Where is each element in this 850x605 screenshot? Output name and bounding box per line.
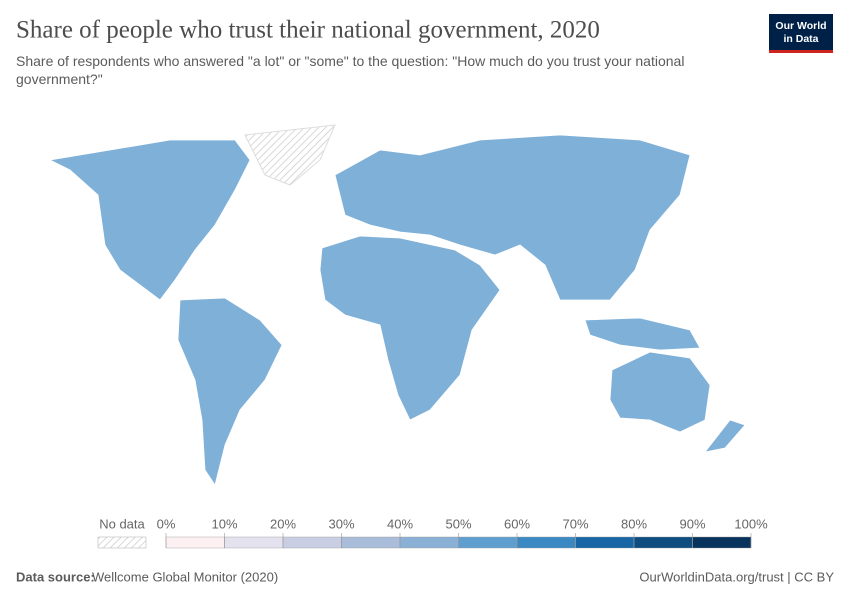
legend-label: 10% — [211, 516, 237, 531]
logo-text: Our World — [775, 20, 826, 32]
legend-bin — [692, 536, 752, 549]
no-data-label: No data — [99, 516, 145, 531]
legend-label: 100% — [734, 516, 768, 531]
no-data-swatch — [97, 536, 147, 549]
australia — [609, 351, 711, 433]
legend-label: 50% — [445, 516, 471, 531]
legend-bin — [282, 536, 342, 549]
greenland — [244, 124, 336, 186]
legend: No data 0% 10% 20% 30% 40% 50% 60% 70% 80% 90% 100… — [97, 516, 768, 549]
legend-bin — [516, 536, 576, 549]
source-label: Data source: — [16, 569, 95, 584]
logo-text: in Data — [783, 33, 818, 45]
title: Share of people who trust their national… — [16, 17, 600, 44]
indonesia — [584, 317, 701, 351]
legend-label: 90% — [679, 516, 705, 531]
legend-bin — [458, 536, 518, 549]
world-map — [48, 124, 746, 486]
logo-bar — [769, 50, 833, 53]
subtitle-box: Share of respondents who answered "a lot… — [16, 53, 685, 87]
south-america — [177, 297, 283, 486]
legend-bin — [633, 536, 693, 549]
legend-bin — [224, 536, 284, 549]
logo: Our World in Data — [769, 14, 833, 53]
logo-box — [769, 14, 833, 50]
legend-label: 60% — [504, 516, 530, 531]
subtitle: Share of respondents who answered "a lot… — [16, 53, 685, 87]
legend-bin — [341, 536, 401, 549]
legend-label: 20% — [270, 516, 296, 531]
legend-bin — [165, 536, 225, 549]
new-zealand — [704, 419, 746, 453]
legend-label: 70% — [562, 516, 588, 531]
legend-bin — [575, 536, 635, 549]
legend-label: 80% — [621, 516, 647, 531]
source: Wellcome Global Monitor (2020) — [92, 569, 278, 584]
legend-label: 0% — [157, 516, 176, 531]
africa — [319, 235, 501, 421]
legend-bin — [399, 536, 459, 549]
url: OurWorldinData.org/trust | CC BY — [639, 569, 834, 584]
legend-label: 40% — [387, 516, 413, 531]
legend-label: 30% — [328, 516, 354, 531]
eurasia — [334, 134, 691, 301]
north-america — [48, 139, 251, 301]
